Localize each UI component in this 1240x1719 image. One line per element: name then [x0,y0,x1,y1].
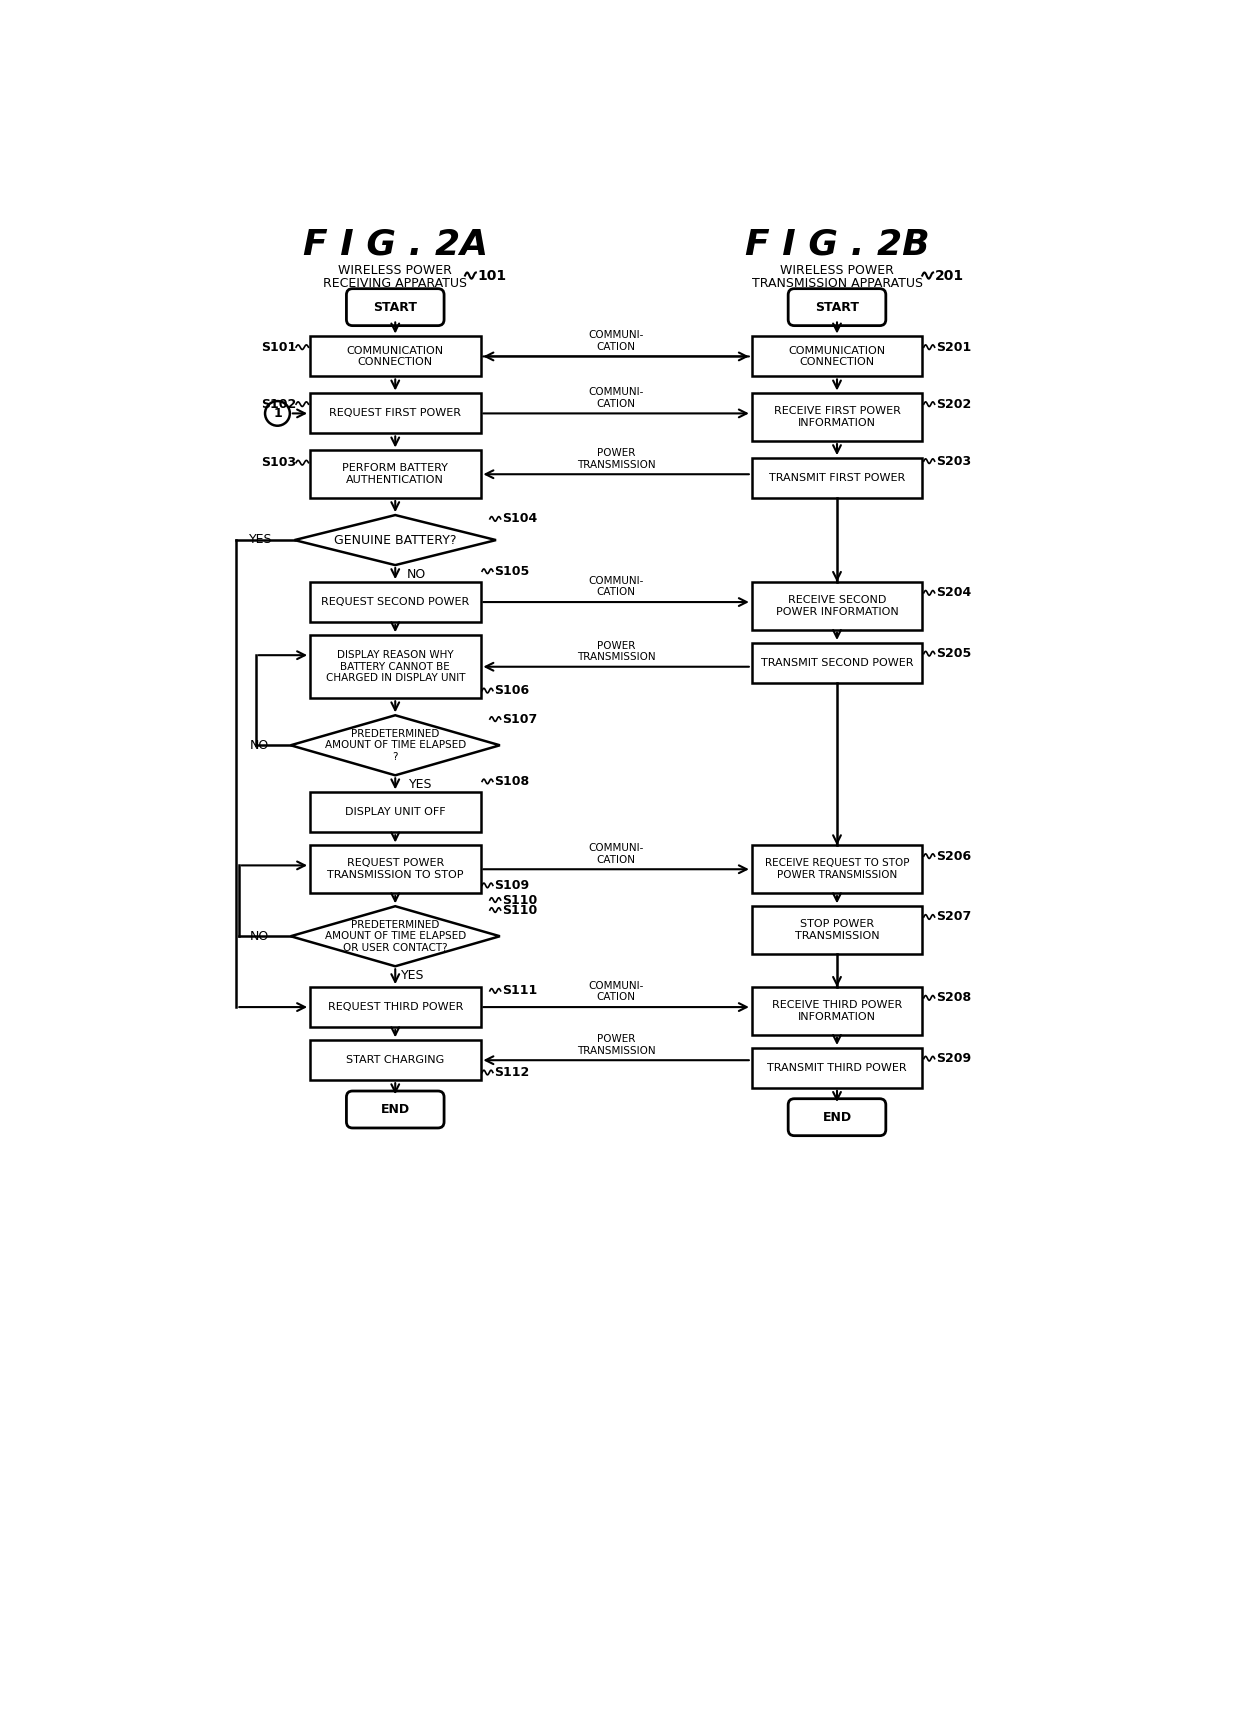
Text: PREDETERMINED
AMOUNT OF TIME ELAPSED
?: PREDETERMINED AMOUNT OF TIME ELAPSED ? [325,729,466,762]
Text: S209: S209 [936,1052,971,1066]
Text: RECEIVE SECOND
POWER INFORMATION: RECEIVE SECOND POWER INFORMATION [776,595,898,617]
Text: F I G . 2B: F I G . 2B [745,229,929,261]
Text: GENUINE BATTERY?: GENUINE BATTERY? [334,533,456,547]
Text: WIRELESS POWER: WIRELESS POWER [339,265,453,277]
Text: S112: S112 [495,1066,529,1080]
Text: COMMUNI-
CATION: COMMUNI- CATION [589,387,644,409]
Text: YES: YES [249,533,273,547]
FancyBboxPatch shape [310,1040,481,1080]
Text: NO: NO [407,567,427,581]
Text: START: START [373,301,417,313]
Text: S109: S109 [495,878,529,892]
FancyBboxPatch shape [751,643,923,682]
Text: START CHARGING: START CHARGING [346,1055,444,1066]
Text: TRANSMISSION APPARATUS: TRANSMISSION APPARATUS [751,277,923,291]
Text: REQUEST SECOND POWER: REQUEST SECOND POWER [321,596,470,607]
FancyBboxPatch shape [751,1049,923,1088]
Text: S103: S103 [260,456,296,469]
Text: STOP POWER
TRANSMISSION: STOP POWER TRANSMISSION [795,920,879,940]
Text: NO: NO [249,739,269,751]
Text: S106: S106 [495,684,529,698]
FancyBboxPatch shape [310,634,481,698]
Text: RECEIVE REQUEST TO STOP
POWER TRANSMISSION: RECEIVE REQUEST TO STOP POWER TRANSMISSI… [765,858,909,880]
Text: COMMUNI-
CATION: COMMUNI- CATION [589,842,644,865]
Text: COMMUNICATION
CONNECTION: COMMUNICATION CONNECTION [789,346,885,368]
Polygon shape [290,715,500,775]
FancyBboxPatch shape [789,289,885,325]
FancyBboxPatch shape [346,289,444,325]
Text: PERFORM BATTERY
AUTHENTICATION: PERFORM BATTERY AUTHENTICATION [342,464,448,485]
Text: S105: S105 [495,566,529,578]
Text: WIRELESS POWER: WIRELESS POWER [780,265,894,277]
FancyBboxPatch shape [310,337,481,376]
Text: COMMUNI-
CATION: COMMUNI- CATION [589,330,644,352]
Text: S201: S201 [936,340,971,354]
FancyBboxPatch shape [310,792,481,832]
Text: NO: NO [249,930,269,942]
Text: S104: S104 [502,512,537,526]
Text: S102: S102 [260,397,296,411]
Text: COMMUNI-
CATION: COMMUNI- CATION [589,576,644,598]
Text: RECEIVE THIRD POWER
INFORMATION: RECEIVE THIRD POWER INFORMATION [771,1000,903,1021]
FancyBboxPatch shape [346,1092,444,1128]
FancyBboxPatch shape [310,394,481,433]
Text: S108: S108 [495,775,529,787]
Text: S205: S205 [936,646,971,660]
Text: YES: YES [402,970,425,982]
Polygon shape [295,516,496,566]
Text: END: END [381,1104,409,1116]
Text: 101: 101 [477,268,506,282]
FancyBboxPatch shape [310,583,481,622]
Text: S206: S206 [936,849,971,863]
Text: TRANSMIT FIRST POWER: TRANSMIT FIRST POWER [769,473,905,483]
Text: S110: S110 [502,904,537,916]
Circle shape [265,401,290,426]
Text: YES: YES [409,779,433,791]
Text: COMMUNI-
CATION: COMMUNI- CATION [589,982,644,1002]
FancyBboxPatch shape [751,457,923,499]
FancyBboxPatch shape [751,337,923,376]
Text: COMMUNICATION
CONNECTION: COMMUNICATION CONNECTION [347,346,444,368]
Text: REQUEST FIRST POWER: REQUEST FIRST POWER [330,409,461,418]
FancyBboxPatch shape [310,987,481,1026]
FancyBboxPatch shape [751,906,923,954]
Text: TRANSMIT SECOND POWER: TRANSMIT SECOND POWER [761,658,913,669]
Text: REQUEST THIRD POWER: REQUEST THIRD POWER [327,1002,463,1012]
FancyBboxPatch shape [789,1098,885,1136]
Text: S107: S107 [502,713,537,725]
FancyBboxPatch shape [751,987,923,1035]
Text: POWER
TRANSMISSION: POWER TRANSMISSION [577,1035,656,1055]
Text: S207: S207 [936,911,971,923]
Text: RECEIVE FIRST POWER
INFORMATION: RECEIVE FIRST POWER INFORMATION [774,406,900,428]
Text: START: START [815,301,859,313]
Text: END: END [822,1110,852,1124]
Text: 201: 201 [935,268,963,282]
Text: S208: S208 [936,992,971,1004]
Text: REQUEST POWER
TRANSMISSION TO STOP: REQUEST POWER TRANSMISSION TO STOP [327,858,464,880]
Polygon shape [290,906,500,966]
Text: PREDETERMINED
AMOUNT OF TIME ELAPSED
OR USER CONTACT?: PREDETERMINED AMOUNT OF TIME ELAPSED OR … [325,920,466,952]
Text: TRANSMIT THIRD POWER: TRANSMIT THIRD POWER [768,1062,906,1073]
Text: S111: S111 [502,985,537,997]
Text: DISPLAY REASON WHY
BATTERY CANNOT BE
CHARGED IN DISPLAY UNIT: DISPLAY REASON WHY BATTERY CANNOT BE CHA… [325,650,465,684]
Text: F I G . 2A: F I G . 2A [303,229,487,261]
Text: S202: S202 [936,397,971,411]
FancyBboxPatch shape [751,583,923,629]
Text: 1: 1 [273,407,281,419]
Text: S110: S110 [502,894,537,906]
FancyBboxPatch shape [310,450,481,499]
Text: RECEIVING APPARATUS: RECEIVING APPARATUS [324,277,467,291]
FancyBboxPatch shape [751,394,923,442]
FancyBboxPatch shape [751,846,923,894]
Text: DISPLAY UNIT OFF: DISPLAY UNIT OFF [345,808,445,817]
Text: POWER
TRANSMISSION: POWER TRANSMISSION [577,449,656,469]
Text: S204: S204 [936,586,971,600]
Text: S203: S203 [936,454,971,468]
Text: POWER
TRANSMISSION: POWER TRANSMISSION [577,641,656,662]
FancyBboxPatch shape [310,846,481,894]
Text: S101: S101 [260,340,296,354]
